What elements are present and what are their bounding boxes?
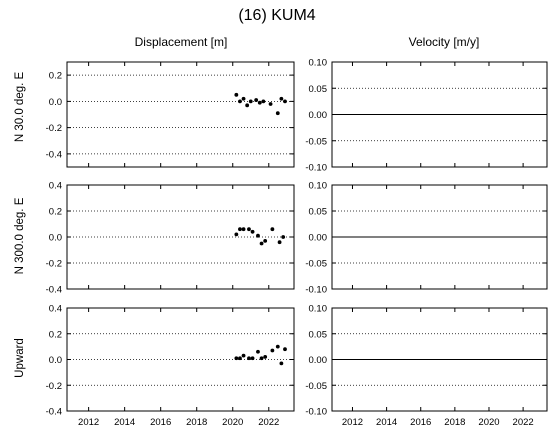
y-tick-label: -0.05 xyxy=(305,259,327,270)
data-point xyxy=(279,96,284,101)
data-point xyxy=(275,111,280,116)
data-point xyxy=(234,356,239,361)
y-tick-label: 0.00 xyxy=(309,233,328,244)
panel-velocity-upward: 0.10 0.05 0.00 -0.05 -0.10 2012 2014 2016 2018 20… xyxy=(305,304,548,428)
axes-frame xyxy=(331,61,548,168)
y-tick-label: 0.4 xyxy=(49,181,62,192)
data-point xyxy=(263,355,268,359)
data-point xyxy=(259,356,264,361)
data-point xyxy=(268,102,273,106)
data-point xyxy=(270,227,275,232)
row-label-north30: N 30.0 deg. E xyxy=(14,72,26,143)
y-tick-label: 0.2 xyxy=(49,207,62,218)
panel-displacement-north300: 0.4 0.2 0.0 -0.2 -0.4 xyxy=(46,181,295,296)
y-tick-label: 0.10 xyxy=(309,58,328,69)
y-tick-label: -0.10 xyxy=(305,163,327,174)
data-point xyxy=(250,229,255,234)
data-point xyxy=(283,347,287,352)
y-tick-label: -0.10 xyxy=(305,285,327,296)
data-point xyxy=(270,348,275,353)
y-tick-label: 0.0 xyxy=(49,355,62,366)
data-point xyxy=(234,232,239,237)
y-tick-label: 0.00 xyxy=(309,355,328,366)
axes-frame xyxy=(331,307,548,412)
y-tick-label: 0.10 xyxy=(309,181,328,192)
data-point xyxy=(241,353,246,358)
y-tick-label: 0.10 xyxy=(309,304,328,315)
y-tick-label: 0.0 xyxy=(49,97,62,108)
data-point xyxy=(256,349,260,354)
data-point xyxy=(275,344,280,349)
x-tick-label: 2012 xyxy=(342,417,363,428)
x-tick-label: 2020 xyxy=(222,417,243,428)
panel-velocity-north300: 0.10 0.05 0.00 -0.05 -0.10 xyxy=(305,181,548,296)
column-title-velocity: Velocity [m/y] xyxy=(409,35,480,49)
panel-displacement-upward: 0.4 0.2 0.0 -0.2 -0.4 2012 2014 2016 2018 2020 202… xyxy=(46,304,295,428)
y-tick-label: -0.10 xyxy=(305,407,327,418)
y-tick-label: -0.05 xyxy=(305,381,327,392)
y-tick-label: 0.05 xyxy=(309,84,328,95)
data-point xyxy=(279,361,284,366)
column-title-displacement: Displacement [m] xyxy=(135,35,228,49)
data-point xyxy=(247,356,251,361)
x-tick-label: 2022 xyxy=(258,417,279,428)
y-tick-label: 0.05 xyxy=(309,329,328,340)
y-tick-label: 0.2 xyxy=(49,329,62,340)
x-tick-label: 2014 xyxy=(114,417,135,428)
data-point xyxy=(234,92,239,97)
data-point xyxy=(248,99,253,104)
x-tick-label: 2012 xyxy=(78,417,99,428)
y-tick-label: 0.00 xyxy=(309,110,328,121)
y-tick-label: -0.4 xyxy=(46,149,62,160)
axes-frame xyxy=(66,61,295,168)
data-point xyxy=(245,103,250,108)
panels-group: 0.20.0-0.2-0.40.100.050.00-0.05-0.100.40… xyxy=(46,58,548,428)
data-point xyxy=(263,239,268,243)
data-point xyxy=(247,227,251,232)
row-label-upward: Upward xyxy=(14,338,26,378)
data-point xyxy=(261,99,266,104)
data-point xyxy=(256,233,260,238)
y-tick-label: -0.4 xyxy=(46,407,62,418)
x-tick-label: 2016 xyxy=(410,417,431,428)
data-point xyxy=(238,227,242,232)
panel-displacement-north30: 0.2 0.0 -0.2 -0.4 xyxy=(46,61,295,168)
y-tick-label: -0.2 xyxy=(46,123,62,134)
axes-frame xyxy=(331,184,548,290)
y-tick-label: 0.2 xyxy=(49,71,62,82)
figure-title: (16) KUM4 xyxy=(238,7,315,24)
x-tick-label: 2020 xyxy=(478,417,499,428)
y-tick-label: 0.05 xyxy=(309,207,328,218)
data-point xyxy=(281,235,286,239)
x-tick-label: 2016 xyxy=(150,417,171,428)
y-tick-label: 0.0 xyxy=(49,233,62,244)
x-tick-label: 2014 xyxy=(376,417,397,428)
y-tick-label: -0.05 xyxy=(305,136,327,147)
axes-frame xyxy=(66,184,295,290)
panel-velocity-north30: 0.10 0.05 0.00 -0.05 -0.10 xyxy=(305,58,548,174)
x-tick-label: 2018 xyxy=(186,417,207,428)
y-tick-label: -0.2 xyxy=(46,259,62,270)
data-point xyxy=(250,356,255,361)
data-point xyxy=(241,96,246,101)
x-tick-label: 2022 xyxy=(513,417,534,428)
y-tick-label: 0.4 xyxy=(49,304,62,315)
data-point xyxy=(257,100,262,105)
data-point xyxy=(241,227,246,232)
y-tick-label: -0.2 xyxy=(46,381,62,392)
data-point xyxy=(254,98,259,102)
row-label-north300: N 300.0 deg. E xyxy=(14,197,26,274)
x-tick-label: 2018 xyxy=(444,417,465,428)
data-point xyxy=(277,240,282,245)
data-point xyxy=(259,241,264,246)
y-tick-label: -0.4 xyxy=(46,285,62,296)
data-point xyxy=(283,99,287,104)
data-point xyxy=(238,99,242,104)
axes-frame xyxy=(66,307,295,412)
data-point xyxy=(238,356,242,361)
